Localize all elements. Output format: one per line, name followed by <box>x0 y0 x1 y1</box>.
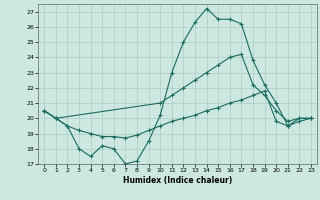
X-axis label: Humidex (Indice chaleur): Humidex (Indice chaleur) <box>123 176 232 185</box>
